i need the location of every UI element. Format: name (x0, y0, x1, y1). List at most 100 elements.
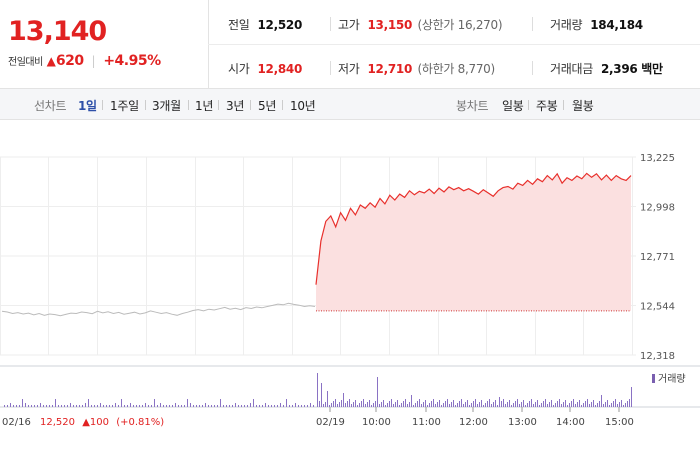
volume-bar (363, 399, 364, 407)
change-label: 전일대비 (8, 57, 43, 68)
volume-bar (541, 403, 542, 407)
volume-bar (617, 404, 618, 407)
period-1y-tab[interactable]: 1년 (195, 99, 214, 113)
volume-bar (310, 403, 311, 407)
volume-bar (353, 402, 354, 407)
column-divider (532, 17, 533, 31)
change-divider: | (91, 54, 96, 68)
volume-bar (277, 405, 278, 407)
volume-bar (355, 400, 356, 407)
stat-label: 거래량 (550, 18, 583, 32)
volume-bar (437, 402, 438, 407)
volume-bar (4, 405, 5, 407)
volume-bar (333, 401, 334, 407)
volume-bar (82, 405, 83, 407)
volume-bar (329, 405, 330, 407)
volume-bar (399, 405, 400, 407)
volume-bar (581, 405, 582, 407)
volume-bar (397, 400, 398, 407)
volume-bar (76, 405, 77, 407)
prev-day-pct: (+0.81%) (116, 417, 164, 428)
volume-bar (479, 402, 480, 407)
volume-bar (304, 405, 305, 407)
volume-bar (307, 405, 308, 407)
volume-bar (61, 405, 62, 407)
volume-bar (365, 404, 366, 407)
x-tick-label: 02/19 (316, 417, 345, 428)
prev-day-change: 100 (90, 417, 109, 428)
volume-bar (274, 405, 275, 407)
volume-bar (411, 395, 412, 407)
candle-daily-tab[interactable]: 일봉 (502, 99, 524, 113)
volume-bar (369, 400, 370, 407)
volume-bar (280, 403, 281, 407)
period-3m-tab[interactable]: 3개월 (152, 99, 181, 113)
volume-bar (585, 401, 586, 407)
volume-bar (523, 400, 524, 407)
volume-bar (223, 405, 224, 407)
x-tick-label: 12:00 (459, 417, 488, 428)
volume-bar (565, 400, 566, 407)
volume-bar (405, 399, 406, 407)
volume-bars (4, 373, 632, 407)
volume-bar (321, 383, 322, 407)
tab-divider (218, 100, 219, 110)
volume-bar (531, 399, 532, 407)
line-chart-label: 선차트 (34, 99, 67, 113)
period-10y-tab[interactable]: 10년 (290, 99, 316, 113)
volume-bar (591, 402, 592, 407)
column-divider (330, 61, 331, 75)
volume-bar (459, 401, 460, 407)
volume-bar (235, 403, 236, 407)
candle-weekly-tab[interactable]: 주봉 (536, 99, 558, 113)
period-5y-tab[interactable]: 5년 (258, 99, 277, 113)
volume-bar (298, 405, 299, 407)
volume-bar (127, 405, 128, 407)
volume-bar (91, 405, 92, 407)
x-tick-label: 13:00 (508, 417, 537, 428)
period-1w-tab[interactable]: 1주일 (110, 99, 139, 113)
stat-value: 12,840 (257, 62, 302, 76)
volume-bar (55, 399, 56, 407)
stat-amount: 거래대금 2,396 백만 (550, 60, 663, 77)
volume-bar (163, 405, 164, 407)
volume-bar (381, 402, 382, 407)
volume-bar (481, 400, 482, 407)
volume-bar (463, 404, 464, 407)
volume-bar (181, 405, 182, 407)
volume-bar (551, 400, 552, 407)
volume-bar (121, 399, 122, 407)
volume-bar (447, 399, 448, 407)
volume-bar (623, 405, 624, 407)
x-tick-label: 10:00 (362, 417, 391, 428)
volume-bar (262, 405, 263, 407)
tab-divider (188, 100, 189, 110)
stat-value: 184,184 (590, 18, 643, 32)
volume-bar (289, 405, 290, 407)
volume-bar (401, 403, 402, 407)
volume-bar (106, 405, 107, 407)
volume-bar (519, 404, 520, 407)
candle-monthly-tab[interactable]: 월봉 (572, 99, 594, 113)
volume-bar (199, 405, 200, 407)
volume-bar (427, 405, 428, 407)
period-1d-tab[interactable]: 1일 (78, 99, 97, 113)
volume-bar (501, 401, 502, 407)
x-tick-label: 14:00 (556, 417, 585, 428)
volume-bar (527, 403, 528, 407)
period-3y-tab[interactable]: 3년 (226, 99, 245, 113)
volume-bar (453, 400, 454, 407)
volume-bar (409, 402, 410, 407)
volume-bar (10, 403, 11, 407)
volume-bar (599, 401, 600, 407)
quote-header: 13,140 전일대비 ▲620 | +4.95% 전일 12,520 고가 13,… (0, 0, 700, 89)
stat-volume: 거래량 184,184 (550, 16, 643, 33)
prev-day-date: 02/16 (2, 417, 31, 428)
volume-bar (387, 403, 388, 407)
volume-bar (118, 405, 119, 407)
stat-low: 저가 12,710 (하한가 8,770) (338, 60, 495, 77)
volume-bar (202, 405, 203, 407)
volume-bar (407, 404, 408, 407)
y-tick-label: 13,225 (640, 153, 675, 164)
volume-bar (569, 403, 570, 407)
